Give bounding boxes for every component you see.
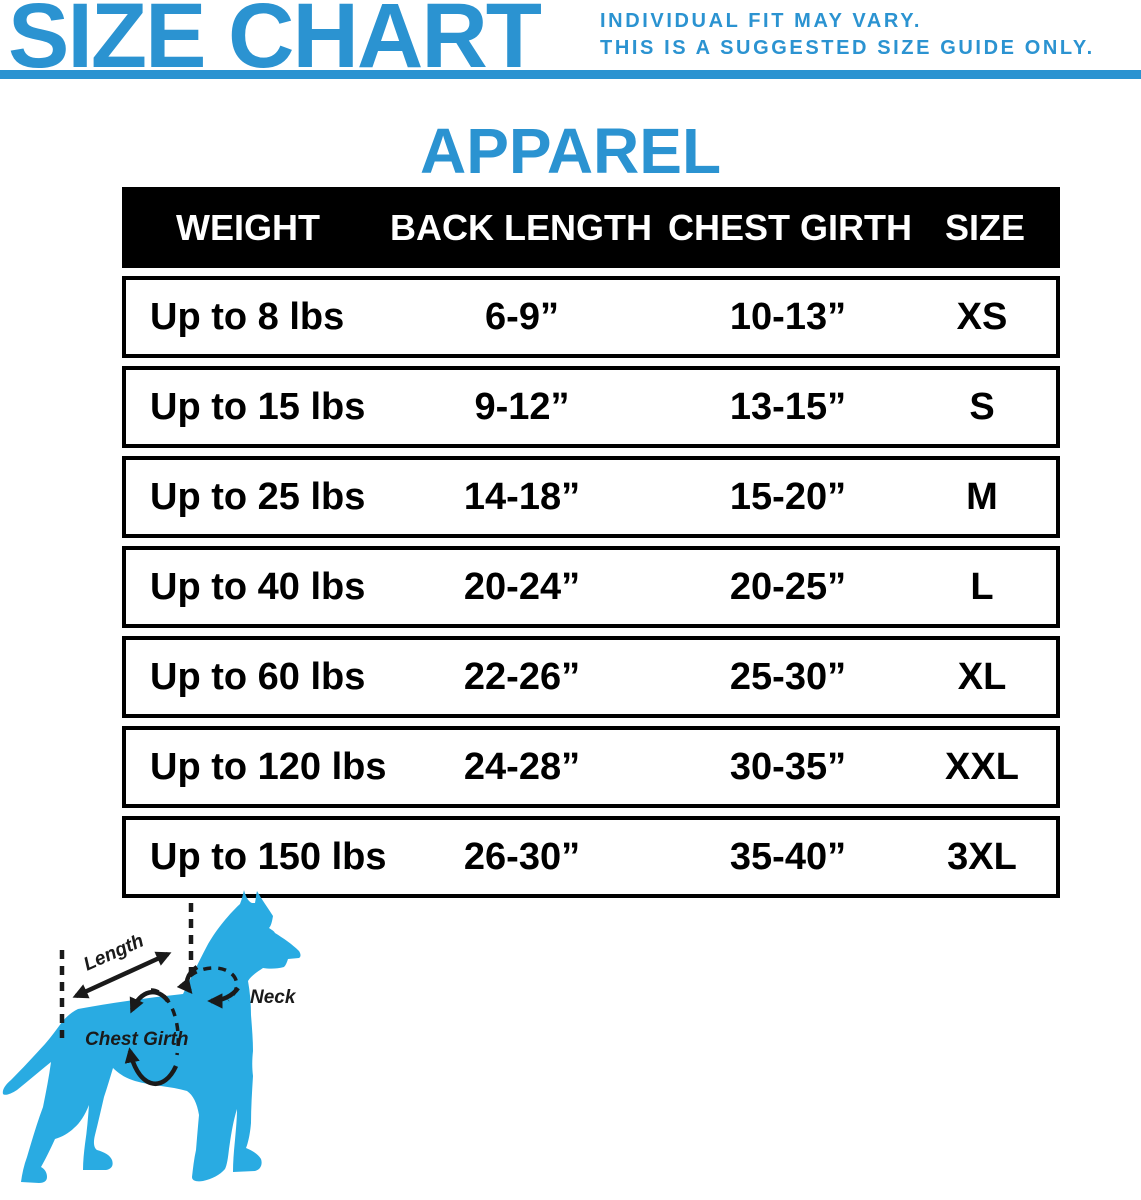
disclaimer-text: INDIVIDUAL FIT MAY VARY. THIS IS A SUGGE… [600,8,1140,62]
size-cell: XS [956,295,1008,338]
table-row-m: Up to 25 lbs 14-18” 15-20” M [122,456,1060,538]
title-underline-bar [0,70,1141,79]
table-row-xs: Up to 8 lbs 6-9” 10-13” XS [122,276,1060,358]
table-header-row: WEIGHT BACK LENGTH CHEST GIRTH SIZE [122,187,1060,268]
section-title-apparel: APPAREL [419,115,722,187]
size-cell: S [969,385,995,428]
chest-girth-arrow-top [129,989,170,1014]
table-row-l: Up to 40 lbs 20-24” 20-25” L [122,546,1060,628]
table-row-xxl: Up to 120 lbs 24-28” 30-35” XXL [122,726,1060,808]
chest-girth-cell: 10-13” [729,295,847,338]
disclaimer-line-2: THIS IS A SUGGESTED SIZE GUIDE ONLY. [600,37,1095,59]
weight-cell: Up to 120 lbs [150,745,387,788]
chest-girth-cell: 13-15” [729,385,847,428]
weight-cell: Up to 8 lbs [150,295,345,338]
weight-cell: Up to 25 lbs [150,475,366,518]
back-length-cell: 9-12” [474,385,570,428]
col-header-back-length: BACK LENGTH [390,206,652,248]
col-header-chest-girth: CHEST GIRTH [668,206,913,248]
back-length-cell: 22-26” [463,655,581,698]
dog-measurement-diagram: Length Neck Chest Girth [2,890,301,1183]
col-header-weight: WEIGHT [176,206,320,248]
size-cell: XL [957,655,1007,698]
chest-girth-cell: 30-35” [729,745,847,788]
back-length-cell: 6-9” [485,295,559,338]
back-length-cell: 26-30” [463,835,581,878]
size-cell: L [970,565,994,608]
neck-arrow-left [176,965,199,994]
chest-girth-cell: 35-40” [729,835,847,878]
chest-girth-label: Chest Girth [85,1029,188,1050]
neck-arrow-bottom [207,986,240,1009]
weight-cell: Up to 40 lbs [150,565,366,608]
chest-girth-cell: 15-20” [729,475,847,518]
size-cell: XXL [945,745,1019,788]
neck-label: Neck [250,987,297,1008]
table-row-xl: Up to 60 lbs 22-26” 25-30” XL [122,636,1060,718]
dog-silhouette-icon [2,890,301,1183]
chest-girth-arrow-bottom [124,1047,179,1086]
col-header-size: SIZE [944,206,1025,248]
back-length-cell: 14-18” [463,475,581,518]
weight-cell: Up to 60 lbs [150,655,366,698]
weight-cell: Up to 150 lbs [150,835,387,878]
length-arrow [72,951,172,999]
disclaimer-line-1: INDIVIDUAL FIT MAY VARY. [600,10,923,32]
chest-girth-cell: 20-25” [729,565,847,608]
size-cell: M [966,475,998,518]
table-row-3xl: Up to 150 lbs 26-30” 35-40” 3XL [122,816,1060,898]
chest-girth-cell: 25-30” [729,655,847,698]
size-cell: 3XL [947,835,1017,878]
weight-cell: Up to 15 lbs [150,385,366,428]
size-table: WEIGHT BACK LENGTH CHEST GIRTH SIZE Up t… [122,187,1060,898]
back-length-cell: 20-24” [463,565,581,608]
table-row-s: Up to 15 lbs 9-12” 13-15” S [122,366,1060,448]
back-length-cell: 24-28” [463,745,581,788]
